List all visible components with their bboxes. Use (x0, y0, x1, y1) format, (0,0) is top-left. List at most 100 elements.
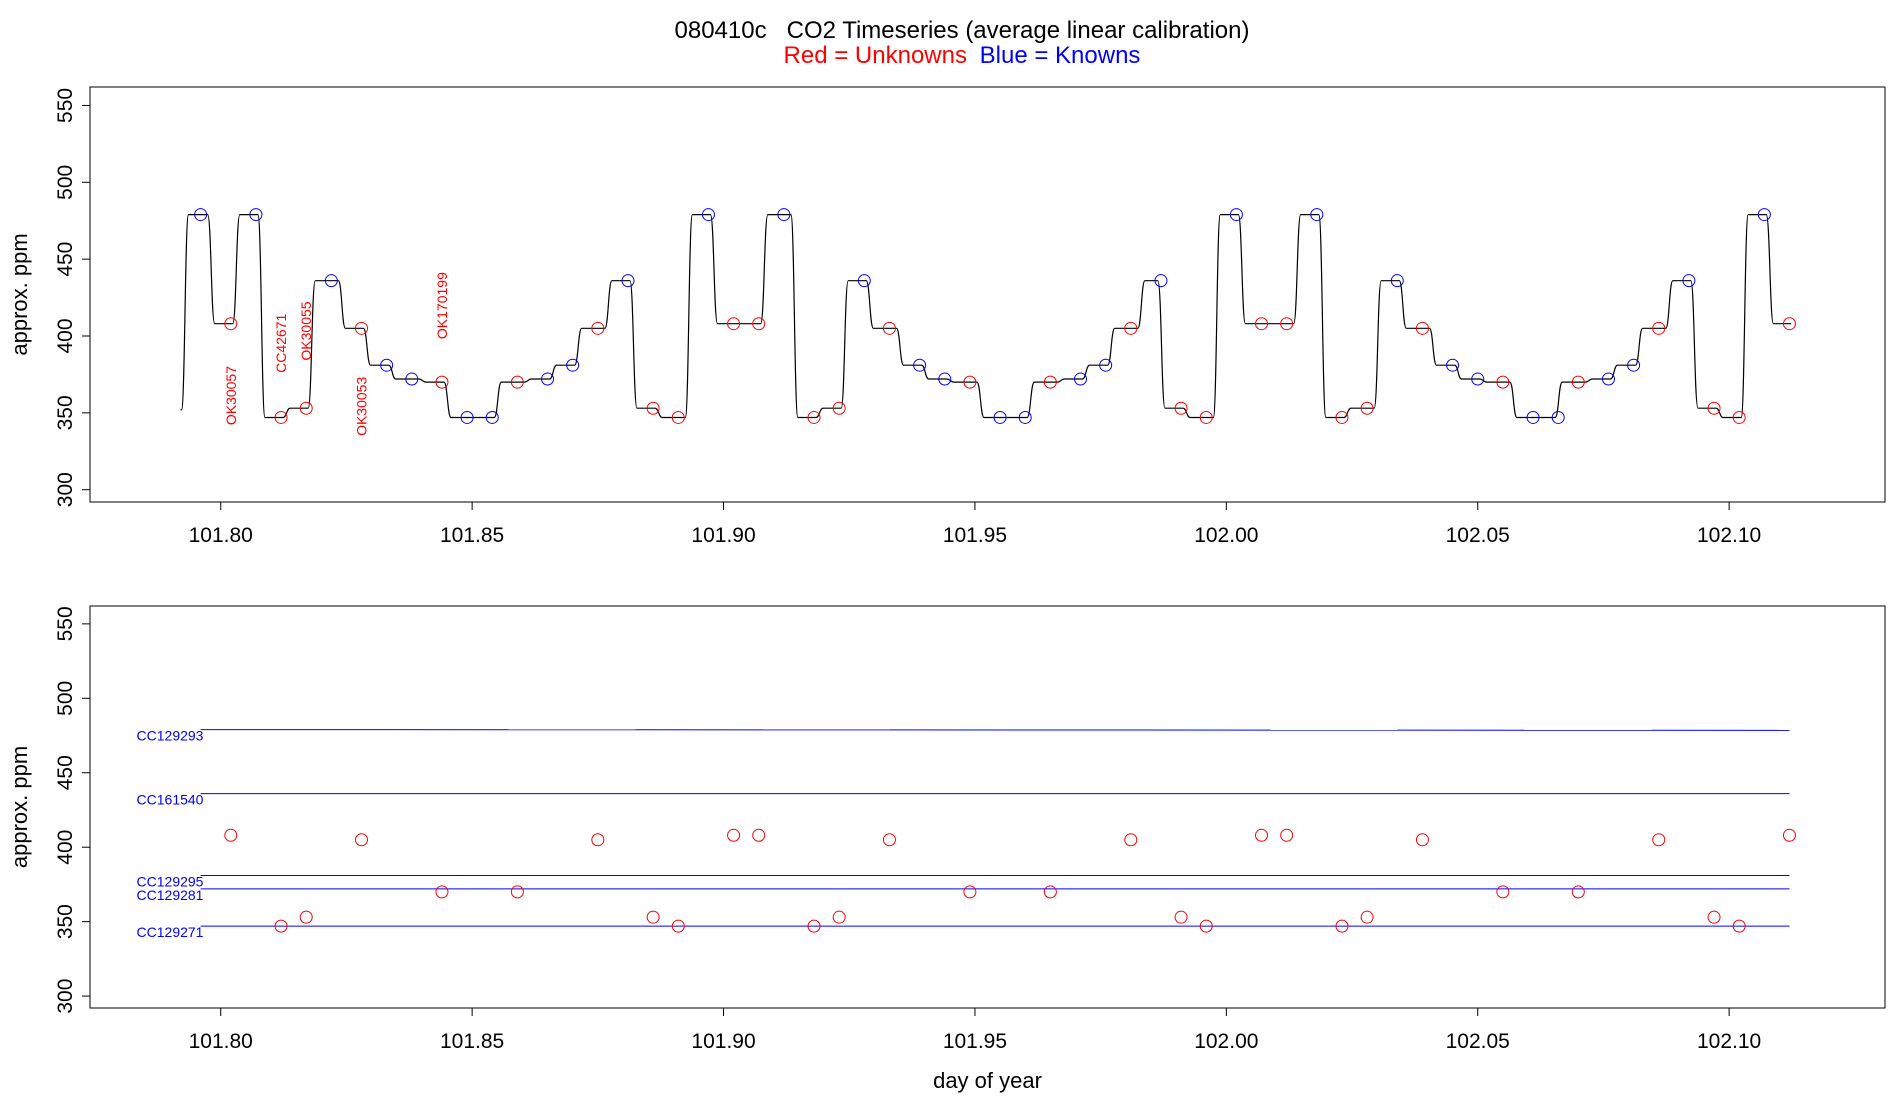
plot-frame (89, 605, 1886, 1009)
sample-label: CC42671 (273, 314, 289, 373)
known-point (1526, 410, 1540, 424)
x-tick-label: 102.00 (1194, 1030, 1258, 1053)
sample-label: OK170199 (434, 272, 450, 339)
unknown-point (591, 833, 605, 847)
x-tick-label: 101.90 (691, 524, 755, 547)
x-tick-label: 101.95 (943, 524, 1007, 547)
subtitle-unknowns: Red = Unknowns (784, 42, 967, 69)
unknown-point (1174, 401, 1188, 415)
known-point (777, 208, 791, 222)
y-tick-label: 300 (54, 979, 77, 1014)
x-tick-label: 101.90 (691, 1030, 755, 1053)
known-point (460, 410, 474, 424)
sample-label: OK30055 (298, 301, 314, 360)
unknown-point (1255, 828, 1269, 842)
unknown-point (671, 919, 685, 933)
unknown-point (727, 317, 741, 331)
plot-frame (89, 86, 1886, 503)
x-tick-label: 102.00 (1194, 524, 1258, 547)
unknown-point (1335, 410, 1349, 424)
unknown-point (224, 317, 238, 331)
known-point (993, 410, 1007, 424)
unknown-point (1280, 317, 1294, 331)
known-point (380, 358, 394, 372)
unknown-point (510, 885, 524, 899)
y-tick-label: 450 (54, 755, 77, 790)
unknown-point (646, 910, 660, 924)
y-tick-label: 400 (54, 318, 77, 353)
known-point (1601, 372, 1615, 386)
y-tick-label: 450 (54, 242, 77, 277)
known-point (1551, 410, 1565, 424)
unknown-point (355, 321, 369, 335)
known-point (857, 274, 871, 288)
y-tick-label: 400 (54, 830, 77, 865)
unknown-point (832, 401, 846, 415)
known-point (1154, 274, 1168, 288)
x-tick-label: 102.05 (1446, 524, 1510, 547)
y-tick-label: 550 (54, 88, 77, 123)
known-point (485, 410, 499, 424)
y-axis-label: approx. ppm (7, 233, 32, 355)
unknown-point (1571, 375, 1585, 389)
unknown-point (1707, 401, 1721, 415)
chart-subtitle: Red = Unknowns Blue = Knowns (784, 42, 1141, 69)
reference-line-label: CC129293 (137, 728, 204, 744)
reference-line-label: CC129295 (137, 873, 204, 889)
unknown-point (1496, 885, 1510, 899)
unknown-point (435, 885, 449, 899)
known-point (541, 372, 555, 386)
unknown-point (671, 410, 685, 424)
unknown-point (355, 833, 369, 847)
unknown-point (752, 317, 766, 331)
known-point (405, 372, 419, 386)
unknown-point (1782, 317, 1796, 331)
reference-line-label: CC161540 (137, 792, 204, 808)
x-tick-label: 101.85 (440, 524, 504, 547)
x-tick-label: 102.05 (1446, 1030, 1510, 1053)
subtitle-knowns: Blue = Knowns (980, 42, 1141, 69)
unknown-point (882, 833, 896, 847)
x-tick-label: 101.85 (440, 1030, 504, 1053)
known-point (249, 208, 263, 222)
unknown-point (1496, 375, 1510, 389)
unknown-point (510, 375, 524, 389)
unknown-point (1124, 833, 1138, 847)
reference-line-label: CC129271 (137, 924, 204, 940)
chart-title: 080410c CO2 Timeseries (average linear c… (675, 17, 1250, 44)
known-point (1627, 358, 1641, 372)
unknown-point (1199, 410, 1213, 424)
known-point (913, 358, 927, 372)
y-tick-label: 300 (54, 472, 77, 507)
unknown-point (727, 828, 741, 842)
y-axis-label: approx. ppm (7, 746, 32, 868)
known-point (1229, 208, 1243, 222)
unknown-point (1415, 833, 1429, 847)
unknown-point (299, 401, 313, 415)
known-point (938, 372, 952, 386)
unknown-point (646, 401, 660, 415)
unknown-point (1199, 919, 1213, 933)
unknown-point (832, 910, 846, 924)
unknown-point (1124, 321, 1138, 335)
unknown-point (1732, 919, 1746, 933)
x-tick-label: 101.80 (189, 524, 253, 547)
unknown-point (1782, 828, 1796, 842)
known-point (566, 358, 580, 372)
unknown-point (224, 828, 238, 842)
known-point (701, 208, 715, 222)
x-tick-label: 101.80 (189, 1030, 253, 1053)
reference-line (200, 729, 1790, 731)
known-point (1099, 358, 1113, 372)
co2-trace-line (180, 214, 1791, 419)
unknown-point (1043, 375, 1057, 389)
unknown-point (1732, 410, 1746, 424)
x-tick-label: 102.10 (1697, 1030, 1761, 1053)
x-tick-label: 101.95 (943, 1030, 1007, 1053)
known-point (1310, 208, 1324, 222)
known-point (194, 208, 208, 222)
unknown-point (1415, 321, 1429, 335)
known-point (1757, 208, 1771, 222)
known-point (1471, 372, 1485, 386)
